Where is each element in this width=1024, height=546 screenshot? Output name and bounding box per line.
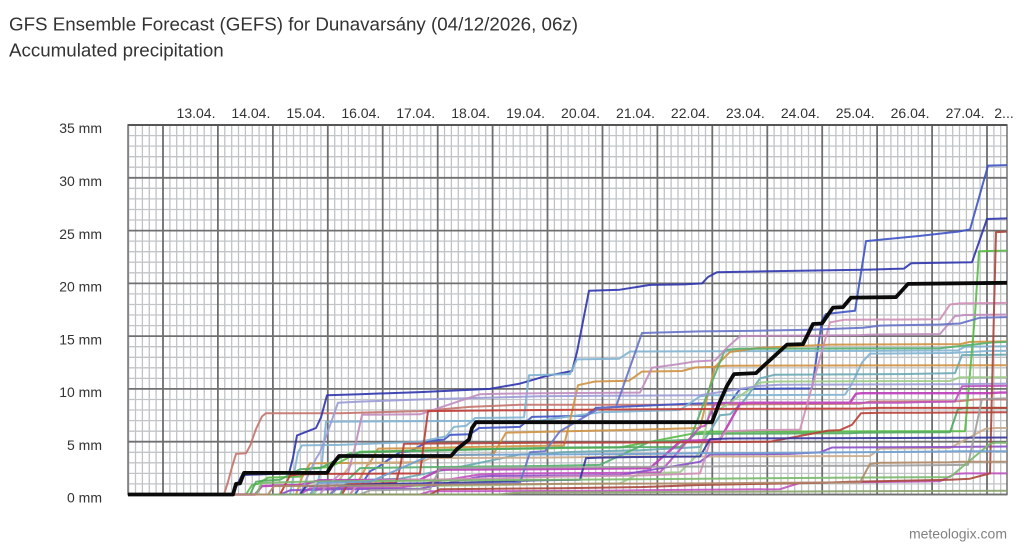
svg-text:20.04.: 20.04. xyxy=(561,105,600,121)
svg-text:10 mm: 10 mm xyxy=(59,384,102,400)
svg-text:15 mm: 15 mm xyxy=(59,331,102,347)
svg-text:26.04.: 26.04. xyxy=(891,105,930,121)
svg-text:16.04.: 16.04. xyxy=(341,105,380,121)
svg-text:19.04.: 19.04. xyxy=(506,105,545,121)
svg-text:meteologix.com: meteologix.com xyxy=(909,526,1007,542)
svg-text:20 mm: 20 mm xyxy=(59,279,102,295)
svg-text:35 mm: 35 mm xyxy=(59,120,102,136)
svg-text:22.04.: 22.04. xyxy=(671,105,710,121)
svg-text:25 mm: 25 mm xyxy=(59,226,102,242)
svg-text:27.04.: 27.04. xyxy=(946,105,985,121)
svg-text:17.04.: 17.04. xyxy=(396,105,435,121)
svg-text:23.04.: 23.04. xyxy=(726,105,765,121)
svg-text:2...: 2... xyxy=(994,105,1013,121)
svg-text:14.04.: 14.04. xyxy=(231,105,270,121)
svg-text:Accumulated precipitation: Accumulated precipitation xyxy=(9,40,224,61)
svg-text:18.04.: 18.04. xyxy=(451,105,490,121)
svg-text:13.04.: 13.04. xyxy=(177,105,216,121)
svg-text:0 mm: 0 mm xyxy=(67,490,102,506)
svg-text:15.04.: 15.04. xyxy=(286,105,325,121)
svg-text:21.04.: 21.04. xyxy=(616,105,655,121)
svg-text:GFS Ensemble Forecast (GEFS) f: GFS Ensemble Forecast (GEFS) for Dunavar… xyxy=(9,14,578,35)
svg-text:5 mm: 5 mm xyxy=(67,437,102,453)
svg-text:25.04.: 25.04. xyxy=(836,105,875,121)
svg-text:24.04.: 24.04. xyxy=(781,105,820,121)
svg-text:30 mm: 30 mm xyxy=(59,173,102,189)
